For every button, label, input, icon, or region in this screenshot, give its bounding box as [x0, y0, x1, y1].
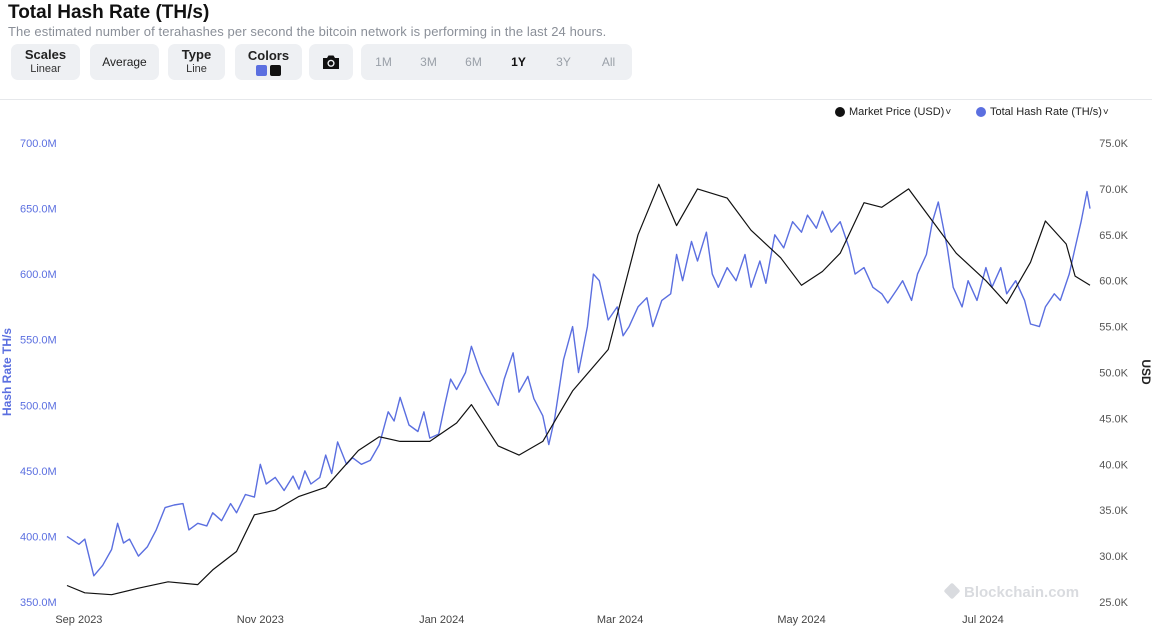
- y-right-tick-label: 30.0K: [1099, 551, 1128, 563]
- y-left-tick-label: 650.0M: [20, 204, 57, 216]
- blockchain-logo-icon: [944, 583, 960, 599]
- y-left-tick-label: 550.0M: [20, 335, 57, 347]
- x-tick-label: Jul 2024: [962, 614, 1004, 626]
- range-3m-button[interactable]: 3M: [420, 55, 437, 69]
- y-right-tick-label: 60.0K: [1099, 276, 1128, 288]
- average-button[interactable]: Average: [90, 44, 159, 80]
- y-left-tick-label: 500.0M: [20, 400, 57, 412]
- type-label: Type: [181, 47, 212, 62]
- y-left-tick-label: 600.0M: [20, 269, 57, 281]
- legend-item-market-price[interactable]: Market Price (USD) ˅: [835, 106, 951, 118]
- x-tick-label: Nov 2023: [237, 614, 284, 626]
- chevron-down-icon: ˅: [1102, 106, 1109, 118]
- y-right-tick-label: 25.0K: [1099, 597, 1128, 609]
- x-tick-label: Sep 2023: [55, 614, 102, 626]
- scales-value: Linear: [30, 63, 61, 75]
- watermark: Blockchain.com: [944, 583, 1079, 601]
- average-label: Average: [102, 55, 147, 69]
- y-right-tick-label: 75.0K: [1099, 138, 1128, 150]
- price-color-swatch[interactable]: [270, 64, 281, 76]
- watermark-text: Blockchain.com: [964, 584, 1079, 601]
- y-right-tick-label: 50.0K: [1099, 368, 1128, 380]
- range-1y-button[interactable]: 1Y: [511, 55, 526, 69]
- header-divider: [0, 99, 1152, 100]
- screenshot-button[interactable]: [309, 44, 353, 80]
- y-right-axis-title: USD: [1139, 359, 1152, 385]
- page-subtitle: The estimated number of terahashes per s…: [8, 24, 607, 39]
- y-right-tick-label: 55.0K: [1099, 322, 1128, 334]
- legend-label-hash: Total Hash Rate (TH/s): [990, 106, 1102, 118]
- y-right-tick-label: 35.0K: [1099, 505, 1128, 517]
- range-3y-button[interactable]: 3Y: [556, 55, 571, 69]
- chevron-down-icon: ˅: [945, 106, 952, 118]
- type-button[interactable]: Type Line: [168, 44, 225, 80]
- y-left-tick-label: 450.0M: [20, 466, 57, 478]
- range-all-button[interactable]: All: [601, 55, 616, 69]
- x-tick-label: May 2024: [777, 614, 825, 626]
- y-left-axis-title: Hash Rate TH/s: [0, 328, 14, 416]
- scales-label: Scales: [24, 47, 67, 62]
- legend-label-price: Market Price (USD): [849, 106, 945, 118]
- hash-rate-series-line: [66, 190, 1091, 577]
- y-right-tick-label: 45.0K: [1099, 413, 1128, 425]
- y-right-tick-label: 70.0K: [1099, 184, 1128, 196]
- hash-color-swatch[interactable]: [256, 64, 267, 76]
- y-right-tick-label: 65.0K: [1099, 230, 1128, 242]
- range-6m-button[interactable]: 6M: [465, 55, 482, 69]
- y-left-tick-label: 400.0M: [20, 531, 57, 543]
- scales-button[interactable]: Scales Linear: [11, 44, 80, 80]
- legend-dot-hash: [976, 107, 986, 117]
- y-right-tick-label: 40.0K: [1099, 459, 1128, 471]
- colors-button[interactable]: Colors: [235, 44, 302, 80]
- x-tick-label: Mar 2024: [597, 614, 643, 626]
- camera-icon: [323, 55, 339, 69]
- legend-dot-price: [835, 107, 845, 117]
- time-range-group: 1M 3M 6M 1Y 3Y All: [361, 44, 632, 80]
- type-value: Line: [186, 63, 207, 75]
- x-tick-label: Jan 2024: [419, 614, 464, 626]
- y-left-tick-label: 700.0M: [20, 138, 57, 150]
- range-1m-button[interactable]: 1M: [375, 55, 392, 69]
- page-title: Total Hash Rate (TH/s): [8, 2, 210, 23]
- market-price-series-line: [66, 183, 1091, 596]
- y-left-tick-label: 350.0M: [20, 597, 57, 609]
- colors-label: Colors: [247, 47, 290, 63]
- legend-item-hash-rate[interactable]: Total Hash Rate (TH/s) ˅: [976, 106, 1109, 118]
